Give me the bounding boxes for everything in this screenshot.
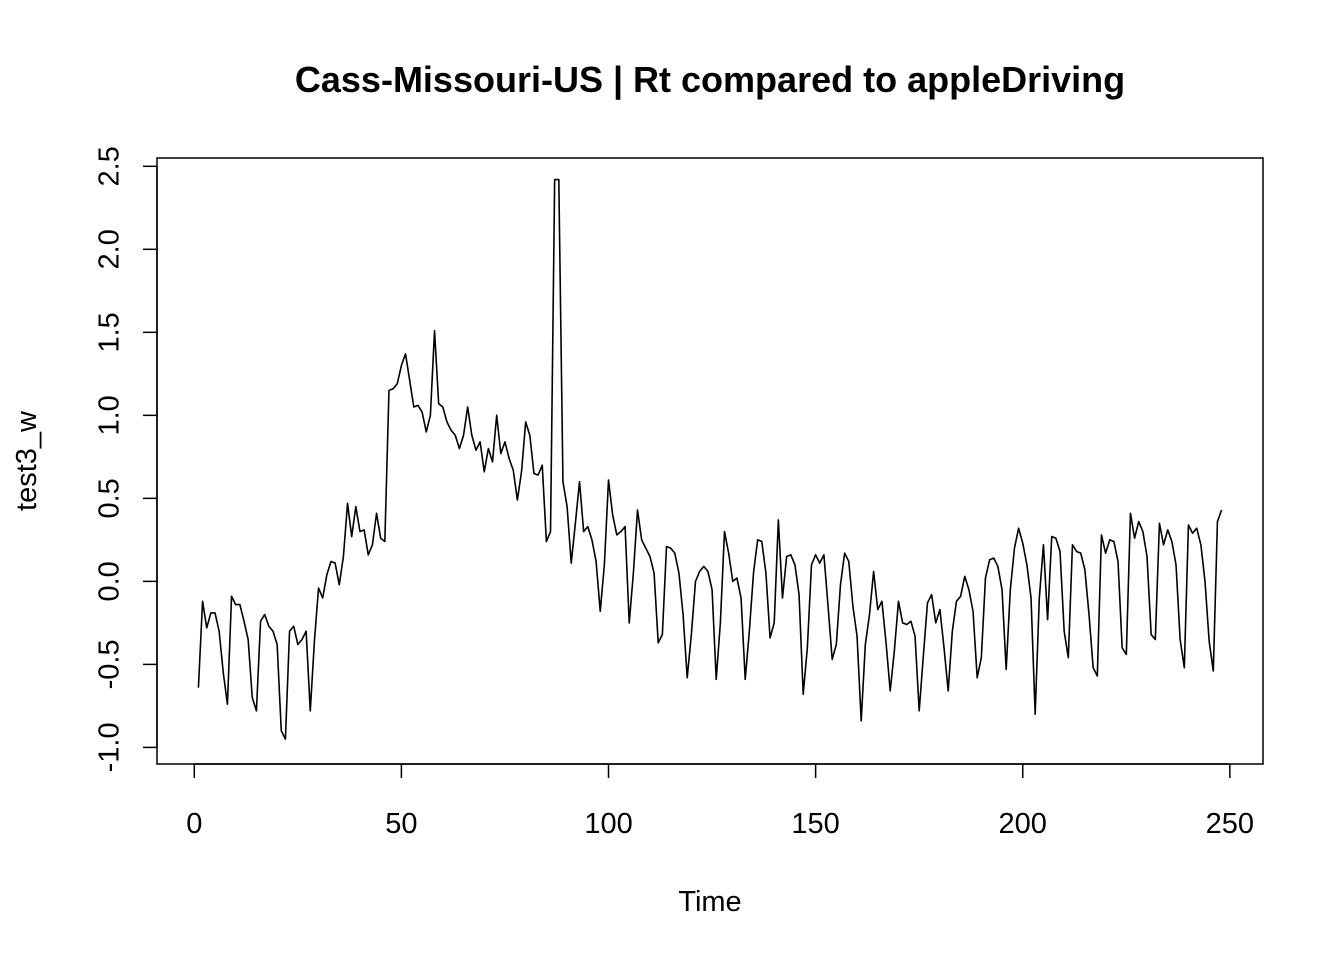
y-axis-label: test3_w — [11, 410, 43, 511]
series-line — [197, 178, 1223, 740]
x-tick-label: 100 — [584, 808, 632, 840]
y-tick-label: 2.5 — [94, 146, 126, 186]
y-tick-label: -0.5 — [94, 639, 126, 689]
x-tick-label: 200 — [999, 808, 1047, 840]
y-tick-label: 1.5 — [94, 312, 126, 352]
y-axis: -1.0 -0.5 0.0 0.5 1.0 1.5 2.0 2.5 — [94, 146, 158, 772]
x-tick-label: 250 — [1206, 808, 1254, 840]
y-tick-label: 1.0 — [94, 395, 126, 435]
chart-title: Cass-Missouri-US | Rt compared to appleD… — [295, 59, 1125, 101]
x-tick-label: 0 — [186, 808, 202, 840]
x-axis: 0 50 100 150 200 250 — [186, 763, 1254, 840]
x-tick-label: 50 — [385, 808, 417, 840]
series-layer — [197, 178, 1223, 740]
x-tick-label: 150 — [791, 808, 839, 840]
y-tick-label: 0.5 — [94, 478, 126, 518]
y-tick-label: 0.0 — [94, 561, 126, 601]
x-axis-label: Time — [678, 886, 741, 918]
y-tick-label: 2.0 — [94, 229, 126, 269]
y-tick-label: -1.0 — [94, 722, 126, 772]
